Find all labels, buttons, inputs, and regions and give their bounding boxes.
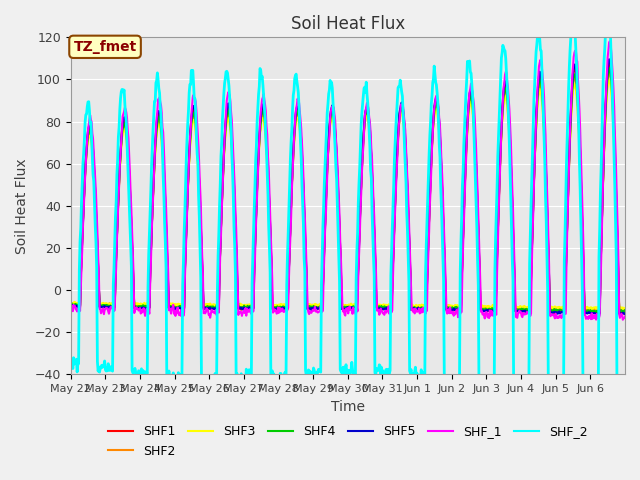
Line: SHF_1: SHF_1 [70,41,625,320]
SHF_2 [436,154,444,160]
Y-axis label: Soil Heat Flux: Soil Heat Flux [15,158,29,253]
Line: SHF_2: SHF_2 [70,7,625,408]
SHF2 [234,303,241,309]
SHF2 [436,142,444,148]
SHF5 [67,303,74,309]
Line: SHF1: SHF1 [70,63,625,314]
SHF3 [405,237,413,243]
SHF1 [606,60,614,66]
SHF5 [234,288,241,293]
SHF4 [261,121,269,127]
Title: Soil Heat Flux: Soil Heat Flux [291,15,405,33]
SHF2 [282,304,290,310]
SHF3 [436,145,444,151]
Line: SHF3: SHF3 [70,80,625,310]
Line: SHF4: SHF4 [70,68,625,312]
SHF3 [605,77,613,83]
SHF2 [405,232,413,238]
SHF_2 [282,374,290,380]
SHF3 [234,302,241,308]
SHF5 [405,227,413,232]
SHF3 [132,301,140,307]
SHF3 [67,300,74,306]
SHF_1 [132,306,140,312]
SHF_1 [234,276,241,282]
SHF5 [617,312,625,317]
SHF5 [605,57,613,62]
SHF3 [261,129,269,135]
SHF2 [261,125,269,131]
SHF4 [282,305,290,311]
SHF5 [621,311,629,316]
SHF_1 [67,307,74,312]
SHF1 [261,117,269,122]
SHF1 [282,305,290,311]
SHF5 [132,305,140,311]
SHF_2 [614,405,621,411]
SHF_2 [261,114,269,120]
SHF4 [405,231,413,237]
SHF_2 [234,377,241,383]
SHF3 [589,307,596,312]
SHF1 [588,311,596,317]
SHF_1 [606,38,614,44]
SHF2 [618,308,626,314]
SHF2 [606,71,614,76]
SHF_2 [604,4,611,10]
SHF2 [132,303,140,309]
SHF1 [405,229,413,235]
SHF5 [436,133,444,139]
SHF1 [132,304,140,310]
SHF_2 [132,369,140,375]
Legend: SHF1, SHF2, SHF3, SHF4, SHF5, SHF_1, SHF_2: SHF1, SHF2, SHF3, SHF4, SHF5, SHF_1, SHF… [103,420,593,463]
SHF_1 [405,216,413,221]
SHF_2 [621,398,629,404]
SHF5 [261,114,269,120]
SHF_1 [621,313,629,319]
SHF_1 [261,102,269,108]
SHF4 [436,138,444,144]
SHF1 [436,136,444,142]
SHF4 [582,310,590,315]
SHF1 [67,303,74,309]
SHF1 [234,305,241,311]
SHF4 [621,307,629,313]
SHF_2 [67,357,74,362]
SHF4 [67,301,74,307]
SHF_1 [436,124,444,130]
SHF4 [234,304,241,310]
SHF2 [621,308,629,314]
SHF4 [605,65,613,71]
SHF3 [621,305,629,311]
SHF5 [282,306,290,312]
SHF_1 [619,317,627,323]
SHF2 [67,301,74,307]
Line: SHF5: SHF5 [70,60,625,314]
Text: TZ_fmet: TZ_fmet [74,40,137,54]
Line: SHF2: SHF2 [70,73,625,311]
SHF_1 [282,306,290,312]
X-axis label: Time: Time [331,400,365,414]
SHF4 [132,303,140,309]
SHF3 [282,302,290,308]
SHF_2 [405,278,413,284]
SHF1 [621,309,629,315]
